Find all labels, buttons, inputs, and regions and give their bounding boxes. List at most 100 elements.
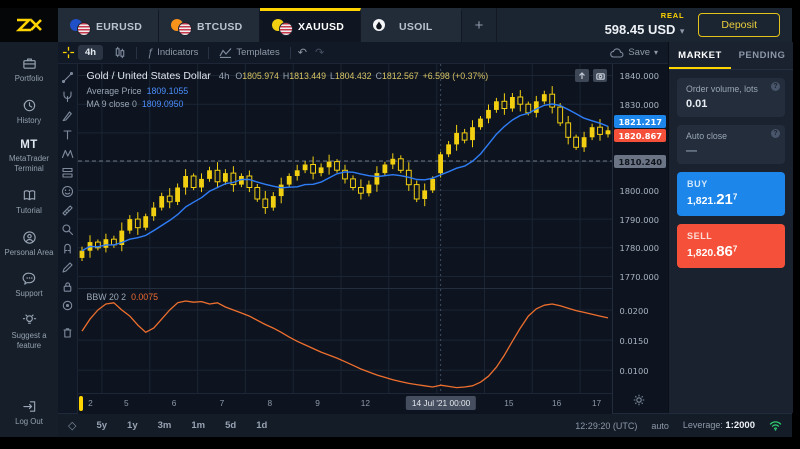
sidebar-item-portfolio[interactable]: Portfolio — [2, 52, 56, 88]
sidebar-item-suggest-feature[interactable]: Suggest a feature — [2, 309, 56, 354]
buy-button[interactable]: BUY 1,821.217 — [677, 172, 785, 216]
template-chart-icon — [219, 47, 232, 58]
sell-price-badge: 1820.867 — [614, 129, 666, 142]
time-axis-label: 17 — [584, 398, 610, 408]
timezone-auto-button[interactable]: auto — [651, 421, 669, 431]
price-axis-label: 1780.000 — [619, 243, 659, 253]
sidebar-item-personal-area[interactable]: Personal Area — [2, 226, 56, 262]
help-icon[interactable]: ? — [771, 82, 780, 91]
ma-label: MA 9 close 0 — [86, 99, 136, 109]
tab-xauusd[interactable]: XAUUSD — [260, 8, 361, 42]
sidebar-item-history[interactable]: History — [2, 94, 56, 130]
exness-logo[interactable] — [0, 8, 58, 42]
time-axis-label: 6 — [161, 398, 187, 408]
undo-button[interactable]: ↶ — [294, 46, 311, 59]
emoji-tool[interactable] — [59, 182, 77, 200]
screenshot-button[interactable] — [593, 69, 607, 82]
templates-button[interactable]: Templates — [212, 45, 286, 60]
tab-label: USOIL — [399, 21, 433, 33]
price-axis-label: 1790.000 — [619, 215, 659, 225]
low-value: 1804.432 — [335, 71, 372, 81]
hide-drawings-tool[interactable] — [59, 296, 77, 314]
help-icon[interactable]: ? — [771, 129, 780, 138]
edit-tool[interactable] — [59, 258, 77, 276]
zoom-tool[interactable] — [59, 220, 77, 238]
object-tree-button[interactable]: ◇ — [68, 419, 76, 432]
bottom-bar: ◇ 5y 1y 3m 1m 5d 1d 12:29:20 (UTC) auto … — [58, 413, 792, 437]
sidebar-item-tutorial[interactable]: Tutorial — [2, 184, 56, 220]
sidebar-item-metatrader[interactable]: MT MetaTrader Terminal — [2, 135, 56, 177]
symbol-title: Gold / United States Dollar — [86, 70, 210, 82]
arrow-up-icon — [578, 72, 586, 80]
book-icon — [22, 188, 37, 203]
chart-settings-button[interactable] — [633, 391, 645, 410]
sell-button[interactable]: SELL 1,820.867 — [677, 224, 785, 268]
crosshair-tool[interactable] — [58, 46, 78, 59]
sidebar-item-support[interactable]: Support — [2, 267, 56, 303]
measure-tool[interactable] — [59, 201, 77, 219]
trash-icon — [61, 326, 74, 339]
chart-style-button[interactable] — [107, 44, 133, 61]
mt-icon: MT — [20, 139, 38, 151]
range-1m-button[interactable]: 1m — [185, 418, 211, 433]
tab-label: XAUUSD — [298, 21, 344, 33]
history-clock-icon — [22, 98, 37, 113]
tab-eurusd[interactable]: EURUSD — [58, 8, 159, 42]
time-axis-label: 9 — [305, 398, 331, 408]
open-value: 1805.974 — [242, 71, 279, 81]
brush-tool[interactable] — [59, 106, 77, 124]
sidebar-item-logout[interactable]: Log Out — [2, 395, 56, 431]
tab-market[interactable]: MARKET — [669, 42, 731, 69]
close-value: 1812.567 — [382, 71, 419, 81]
redo-button[interactable]: ↷ — [311, 46, 328, 59]
save-layout-button[interactable]: Save ▾ — [610, 47, 668, 58]
order-volume-field[interactable]: Order volume, lots 0.01 ? — [677, 78, 785, 117]
price-axis-label: 1770.000 — [619, 272, 659, 282]
position-icon — [61, 166, 74, 179]
buy-price-badge: 1821.217 — [614, 115, 666, 128]
tab-label: BTCUSD — [197, 21, 243, 33]
scroll-to-recent-button[interactable] — [575, 69, 589, 82]
time-axis-label: 5 — [113, 398, 139, 408]
range-1d-button[interactable]: 1d — [250, 418, 273, 433]
tab-pending[interactable]: PENDING — [731, 42, 793, 69]
emoji-icon — [61, 185, 74, 198]
trend-line-tool[interactable] — [59, 68, 77, 86]
price-axis[interactable]: 1840.0001830.0001820.0001810.0001800.000… — [612, 64, 668, 413]
pattern-tool[interactable] — [59, 144, 77, 162]
lock-tool[interactable] — [59, 277, 77, 295]
time-axis-label: 8 — [257, 398, 283, 408]
range-3m-button[interactable]: 3m — [152, 418, 178, 433]
timeframe-button[interactable]: 4h — [78, 45, 103, 60]
auto-close-value[interactable]: — — [686, 145, 776, 157]
new-tab-button[interactable]: + — [462, 8, 497, 42]
lightbulb-icon — [22, 313, 37, 328]
volume-value[interactable]: 0.01 — [686, 98, 776, 110]
range-5y-button[interactable]: 5y — [90, 418, 113, 433]
auto-close-field[interactable]: Auto close — ? — [677, 125, 785, 164]
time-axis-label: 7 — [209, 398, 235, 408]
indicators-button[interactable]: ƒ Indicators — [140, 45, 205, 61]
magnet-tool[interactable] — [59, 239, 77, 257]
chevron-down-icon: ▾ — [654, 48, 658, 57]
remove-drawings-tool[interactable] — [59, 323, 77, 341]
text-tool[interactable] — [59, 125, 77, 143]
price-chart[interactable]: Gold / United States Dollar4hO1805.974H1… — [78, 64, 612, 288]
fx-icon: ƒ — [147, 47, 153, 59]
pitchfork-tool[interactable] — [59, 87, 77, 105]
legend-timeframe: 4h — [219, 71, 230, 82]
auto-close-label: Auto close — [686, 131, 776, 141]
tab-label: EURUSD — [96, 21, 142, 33]
logout-icon — [22, 399, 37, 414]
deposit-button[interactable]: Deposit — [698, 13, 780, 37]
logo-icon — [14, 17, 44, 33]
range-1y-button[interactable]: 1y — [121, 418, 144, 433]
account-switcher[interactable]: REAL 598.45 USD ▾ — [605, 12, 685, 38]
tab-usoil[interactable]: USOIL — [361, 8, 462, 42]
time-axis[interactable]: 256789121315161714 Jul '21 00:00 — [78, 393, 612, 414]
bbw-indicator-pane[interactable]: BBW 20 20.0075 — [78, 288, 612, 393]
chart-area[interactable]: Gold / United States Dollar4hO1805.974H1… — [78, 64, 612, 413]
tab-btcusd[interactable]: BTCUSD — [159, 8, 260, 42]
forecast-tool[interactable] — [59, 163, 77, 181]
range-5d-button[interactable]: 5d — [219, 418, 242, 433]
